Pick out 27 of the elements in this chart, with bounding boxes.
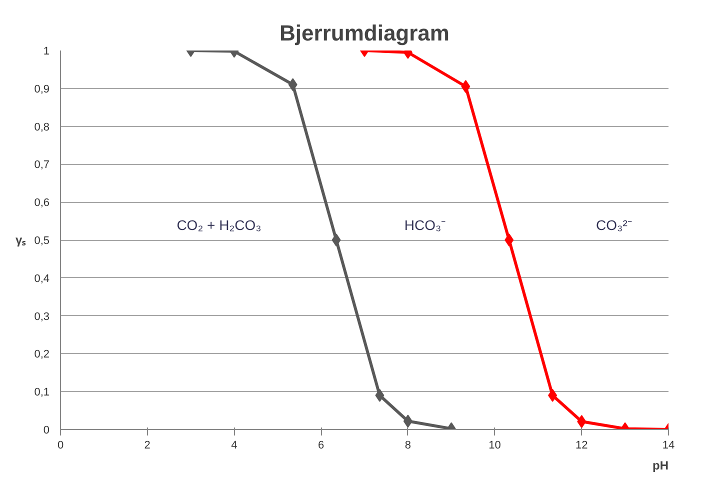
x-tick-label: 8: [404, 440, 411, 452]
annotation: CO₃²⁻: [596, 216, 632, 233]
y-tick-label: 0,9: [34, 83, 50, 96]
x-tick-label: 12: [576, 440, 588, 452]
y-tick-label: 0: [43, 424, 50, 436]
x-tick-label: 14: [662, 440, 675, 452]
y-tick-label: 0,2: [34, 348, 50, 361]
x-tick-label: 10: [488, 440, 501, 452]
y-tick-label: 0,8: [34, 121, 50, 134]
point: [504, 234, 514, 246]
y-tick-label: 0,3: [34, 310, 50, 323]
x-tick-label: 2: [144, 440, 150, 452]
y-tick-label: 0,6: [34, 197, 50, 210]
x-tick-label: 0: [57, 440, 64, 452]
y-tick-label: 0,7: [34, 159, 50, 172]
annotation: HCO₃⁻: [404, 216, 446, 233]
chart-title: Bjerrumdiagram: [280, 20, 450, 46]
point: [332, 234, 341, 246]
x-axis-title: pH: [652, 458, 669, 472]
y-tick-label: 1: [43, 46, 50, 58]
x-tick-label: 4: [231, 440, 238, 452]
y-axis-title: γₛ: [16, 233, 26, 247]
y-tick-label: 0,1: [34, 386, 50, 399]
y-tick-label: 0,5: [34, 235, 50, 247]
x-tick-label: 6: [318, 440, 324, 452]
annotation: CO₂ + H₂CO₃: [176, 216, 262, 233]
y-tick-label: 0,4: [34, 272, 50, 285]
